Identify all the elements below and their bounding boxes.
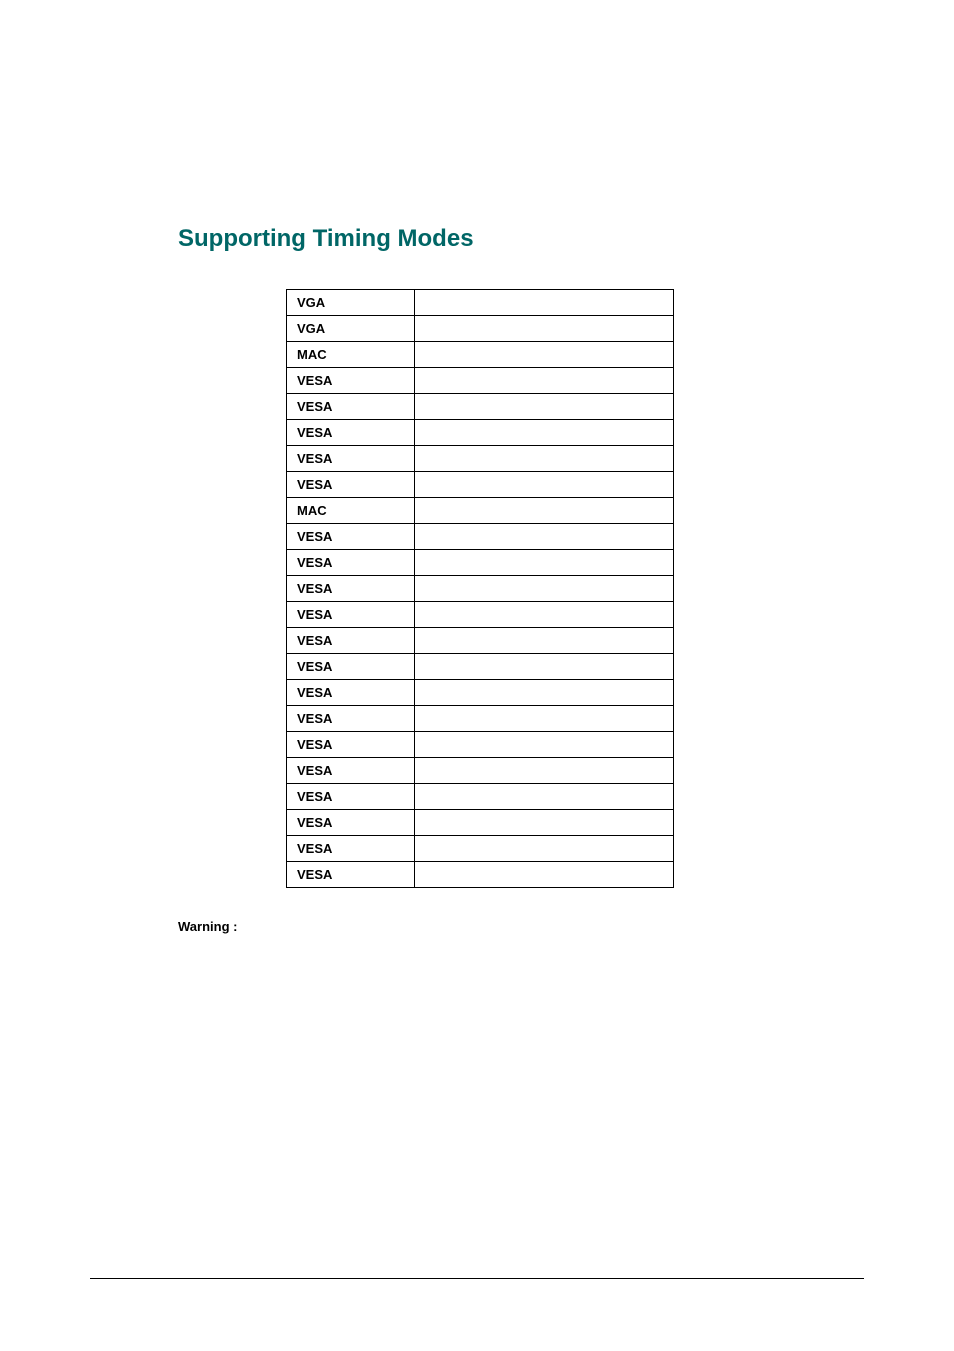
warning-section: Warning : [178, 918, 864, 936]
cell-standard: VESA [287, 602, 415, 628]
footer-divider [90, 1278, 864, 1279]
table-row: VESA [287, 420, 674, 446]
cell-standard: VESA [287, 680, 415, 706]
cell-resolution [414, 290, 673, 316]
cell-standard: MAC [287, 342, 415, 368]
table-row: VESA [287, 784, 674, 810]
cell-resolution [414, 472, 673, 498]
table-body: VGA VGA MAC VESA VESA [287, 290, 674, 888]
cell-resolution [414, 836, 673, 862]
warning-label: Warning : [178, 919, 237, 934]
table-row: VESA [287, 680, 674, 706]
cell-resolution [414, 706, 673, 732]
table-row: VGA [287, 316, 674, 342]
cell-resolution [414, 420, 673, 446]
cell-standard: VESA [287, 628, 415, 654]
cell-standard: VESA [287, 524, 415, 550]
table-row: VESA [287, 550, 674, 576]
cell-standard: VESA [287, 576, 415, 602]
table-row: MAC [287, 342, 674, 368]
page-title: Supporting Timing Modes [178, 225, 864, 253]
cell-standard: VESA [287, 758, 415, 784]
table-row: VGA [287, 290, 674, 316]
table-row: VESA [287, 524, 674, 550]
cell-resolution [414, 368, 673, 394]
timing-modes-table: VGA VGA MAC VESA VESA [286, 289, 674, 888]
table-row: VESA [287, 732, 674, 758]
timing-modes-table-container: VGA VGA MAC VESA VESA [286, 289, 674, 888]
table-row: VESA [287, 706, 674, 732]
cell-standard: VESA [287, 394, 415, 420]
cell-resolution [414, 784, 673, 810]
cell-standard: VESA [287, 420, 415, 446]
table-row: VESA [287, 576, 674, 602]
cell-standard: VESA [287, 810, 415, 836]
cell-resolution [414, 862, 673, 888]
table-row: MAC [287, 498, 674, 524]
cell-standard: VESA [287, 368, 415, 394]
table-row: VESA [287, 836, 674, 862]
cell-resolution [414, 732, 673, 758]
cell-resolution [414, 628, 673, 654]
table-row: VESA [287, 810, 674, 836]
cell-resolution [414, 602, 673, 628]
cell-resolution [414, 576, 673, 602]
table-row: VESA [287, 862, 674, 888]
cell-resolution [414, 680, 673, 706]
cell-standard: VESA [287, 446, 415, 472]
cell-standard: MAC [287, 498, 415, 524]
cell-standard: VESA [287, 550, 415, 576]
cell-resolution [414, 524, 673, 550]
cell-resolution [414, 446, 673, 472]
page-content: Supporting Timing Modes VGA VGA MAC VESA [0, 0, 954, 936]
cell-resolution [414, 394, 673, 420]
cell-standard: VESA [287, 784, 415, 810]
table-row: VESA [287, 654, 674, 680]
cell-standard: VESA [287, 706, 415, 732]
cell-standard: VESA [287, 472, 415, 498]
table-row: VESA [287, 628, 674, 654]
cell-standard: VGA [287, 290, 415, 316]
cell-standard: VESA [287, 862, 415, 888]
cell-resolution [414, 316, 673, 342]
table-row: VESA [287, 368, 674, 394]
cell-standard: VESA [287, 732, 415, 758]
cell-standard: VESA [287, 836, 415, 862]
cell-resolution [414, 654, 673, 680]
table-row: VESA [287, 758, 674, 784]
cell-resolution [414, 758, 673, 784]
table-row: VESA [287, 394, 674, 420]
table-row: VESA [287, 446, 674, 472]
table-row: VESA [287, 602, 674, 628]
cell-standard: VGA [287, 316, 415, 342]
cell-resolution [414, 498, 673, 524]
cell-resolution [414, 550, 673, 576]
cell-standard: VESA [287, 654, 415, 680]
cell-resolution [414, 810, 673, 836]
table-row: VESA [287, 472, 674, 498]
cell-resolution [414, 342, 673, 368]
